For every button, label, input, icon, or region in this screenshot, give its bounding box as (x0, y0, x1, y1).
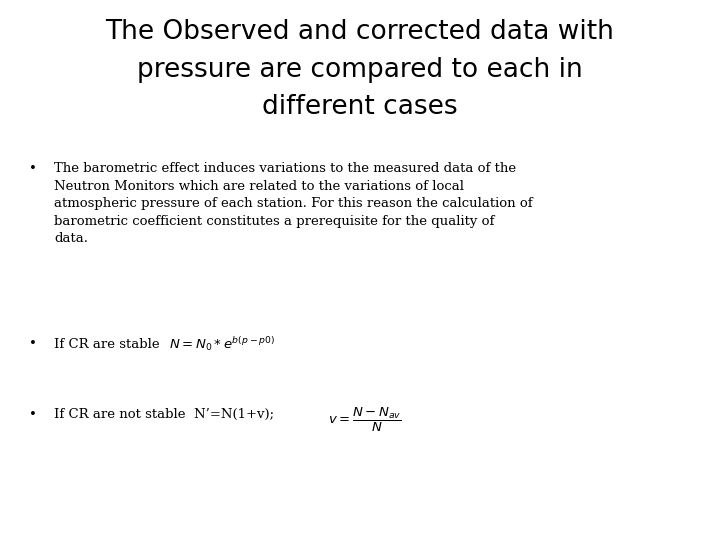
Text: $N = N_0 * e^{b(p-p0)}$: $N = N_0 * e^{b(p-p0)}$ (169, 335, 275, 353)
Text: pressure are compared to each in: pressure are compared to each in (137, 57, 583, 83)
Text: If CR are stable: If CR are stable (54, 338, 164, 350)
Text: •: • (29, 408, 37, 421)
Text: $v = \dfrac{N-N_{av}}{N}$: $v = \dfrac{N-N_{av}}{N}$ (328, 406, 401, 434)
Text: The Observed and corrected data with: The Observed and corrected data with (106, 19, 614, 45)
Text: If CR are not stable  N’=N(1+v);: If CR are not stable N’=N(1+v); (54, 408, 283, 421)
Text: different cases: different cases (262, 94, 458, 120)
Text: •: • (29, 338, 37, 350)
Text: •: • (29, 162, 37, 175)
Text: The barometric effect induces variations to the measured data of the
Neutron Mon: The barometric effect induces variations… (54, 162, 533, 245)
